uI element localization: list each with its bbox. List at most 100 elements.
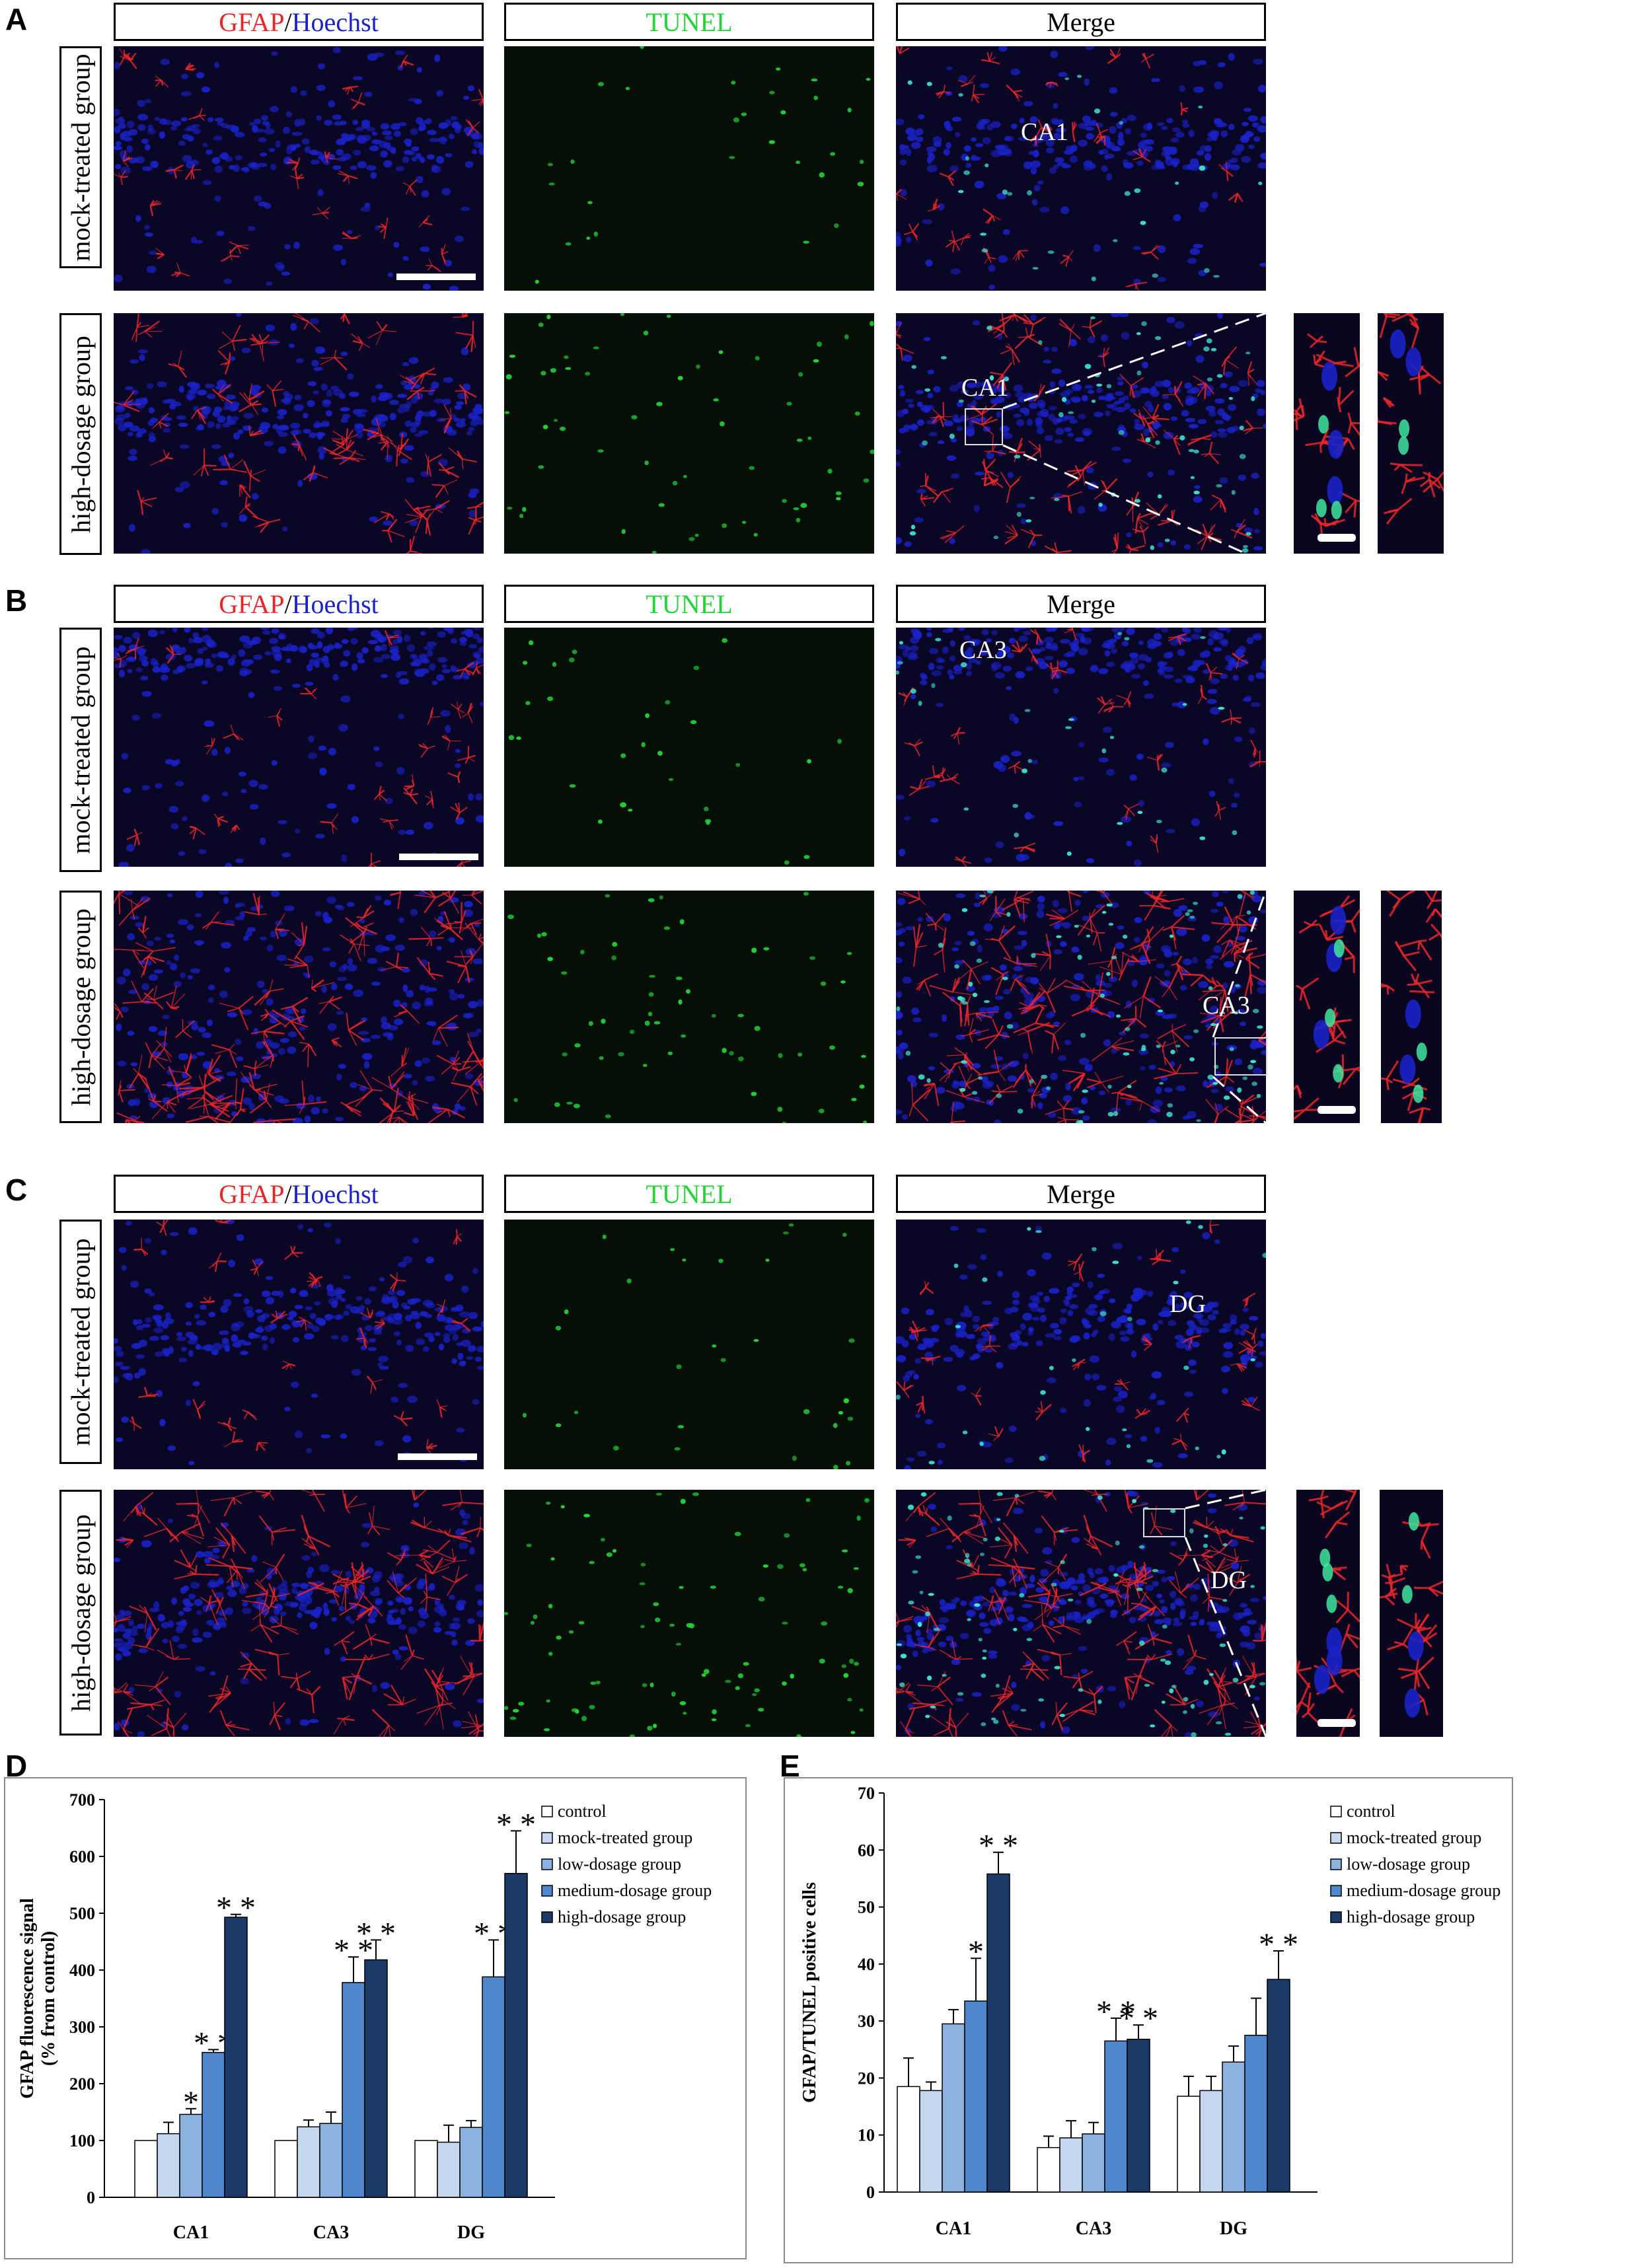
row-label-text: high-dosage group [65, 335, 96, 533]
bar [1127, 2039, 1150, 2193]
y-tick-label: 400 [69, 1961, 95, 1980]
header-separator: / [284, 589, 292, 619]
micrograph-c-mock-tunel [504, 1220, 874, 1469]
header-tunel: TUNEL [504, 585, 874, 623]
header-separator: / [284, 1179, 292, 1209]
y-tick-label: 30 [858, 2012, 875, 2031]
header-tunel: TUNEL [504, 3, 874, 41]
legend-swatch [541, 1911, 553, 1923]
header-gfap-label: GFAP [219, 7, 285, 37]
region-label-c-mock: DG [1170, 1290, 1206, 1318]
row-label-text: mock-treated group [65, 1237, 96, 1446]
header-hoechst-label: Hoechst [291, 589, 379, 619]
row-label-high-b: high-dosage group [59, 891, 102, 1123]
chart-d-frame: 0 100 200 300 400 500 600 700 GFAP fluorescence … [4, 1777, 747, 2259]
micrograph-b-mock-tunel [504, 628, 874, 867]
region-label-c-high: DG [1210, 1566, 1247, 1594]
micrograph-b-high-merge [896, 891, 1266, 1123]
header-merge-label: Merge [1047, 589, 1115, 619]
panel-letter-c: C [5, 1173, 28, 1207]
zoom-guide-lines [1212, 891, 1266, 1123]
scale-bar [398, 1453, 477, 1460]
scale-bar [1318, 1106, 1356, 1114]
micrograph-c-high-tunel [504, 1490, 874, 1737]
region-label-b-high: CA3 [1203, 992, 1250, 1019]
y-tick-label: 100 [69, 2131, 95, 2150]
micrograph-b-mock-merge [896, 628, 1266, 867]
significance-stars: * * [496, 1807, 536, 1842]
header-tunel-label: TUNEL [646, 1179, 733, 1209]
legend-swatch [541, 1806, 553, 1817]
significance-stars: * * [216, 1891, 256, 1926]
y-tick-label: 20 [858, 2068, 875, 2088]
bar [179, 2113, 203, 2198]
category-label: DG [457, 2222, 485, 2243]
header-gfap-hoechst: GFAP / Hoechst [114, 1175, 484, 1213]
bar [1222, 2061, 1245, 2193]
zoom-inset-c-1 [1296, 1490, 1360, 1737]
bar [1037, 2146, 1060, 2193]
bar [897, 2086, 920, 2193]
header-merge: Merge [896, 3, 1266, 41]
row-label-mock-b: mock-treated group [59, 628, 102, 872]
y-axis-label: GFAP fluorescence signal [17, 1898, 38, 2099]
bar [459, 2127, 483, 2198]
y-tick-label: 50 [858, 1898, 875, 1917]
legend-swatch [1330, 1806, 1342, 1817]
micrograph-a-high-gfap [114, 313, 484, 554]
micrograph-b-high-gfap [114, 891, 484, 1123]
bar [224, 1917, 248, 2198]
header-tunel: TUNEL [504, 1175, 874, 1213]
legend-entry: high-dosage group [558, 1907, 686, 1926]
y-tick-label: 600 [69, 1847, 95, 1866]
category-label: CA1 [936, 2218, 971, 2239]
micrograph-a-mock-tunel [504, 46, 874, 291]
y-tick-label: 60 [858, 1841, 875, 1860]
scale-bar [1318, 534, 1356, 542]
panel-letter-a: A [5, 2, 28, 36]
category-label: CA3 [313, 2222, 349, 2243]
zoom-region-box [965, 408, 1003, 445]
legend-entry: control [1347, 1802, 1395, 1821]
y-tick-label: 200 [69, 2074, 95, 2094]
header-gfap-label: GFAP [219, 1179, 285, 1209]
zoom-inset-b-2 [1381, 891, 1442, 1123]
legend-entry: mock-treated group [1347, 1828, 1481, 1847]
significance-stars: * * [1259, 1927, 1298, 1962]
micrograph-a-mock-merge [896, 46, 1266, 291]
header-gfap-hoechst: GFAP / Hoechst [114, 585, 484, 623]
legend-entry: medium-dosage group [558, 1881, 712, 1900]
bar [274, 2140, 298, 2198]
zoom-inset-a-1 [1294, 313, 1360, 554]
legend-entry: medium-dosage group [1347, 1881, 1501, 1900]
bar [482, 1976, 505, 2198]
category-label: DG [1220, 2218, 1247, 2239]
row-label-text: high-dosage group [65, 1514, 96, 1712]
bar [964, 2000, 988, 2193]
scale-bar [1318, 1719, 1356, 1727]
row-label-mock-c: mock-treated group [59, 1220, 102, 1464]
y-tick-label: 0 [87, 2188, 95, 2207]
significance-stars: * * [1096, 1994, 1136, 2030]
micrograph-a-high-tunel [504, 313, 874, 554]
header-merge-label: Merge [1047, 7, 1115, 37]
row-label-text: high-dosage group [65, 908, 96, 1106]
header-hoechst-label: Hoechst [291, 7, 379, 37]
bar [342, 1982, 365, 2198]
y-tick-label: 700 [69, 1790, 95, 1810]
scale-bar [396, 274, 476, 280]
legend-swatch [541, 1885, 553, 1897]
bar [1267, 1979, 1290, 2193]
bar [319, 2123, 343, 2198]
bar [414, 2140, 438, 2198]
legend-swatch [1330, 1885, 1342, 1897]
legend-swatch [1330, 1911, 1342, 1923]
legend-entry: control [558, 1802, 607, 1821]
zoom-guide-lines [1002, 313, 1266, 554]
legend-swatch [1330, 1858, 1342, 1870]
y-tick-label: 500 [69, 1904, 95, 1923]
bar [1059, 2137, 1083, 2193]
bar [364, 1959, 388, 2198]
significance-stars: * * [979, 1829, 1018, 1864]
bar [1082, 2133, 1105, 2193]
